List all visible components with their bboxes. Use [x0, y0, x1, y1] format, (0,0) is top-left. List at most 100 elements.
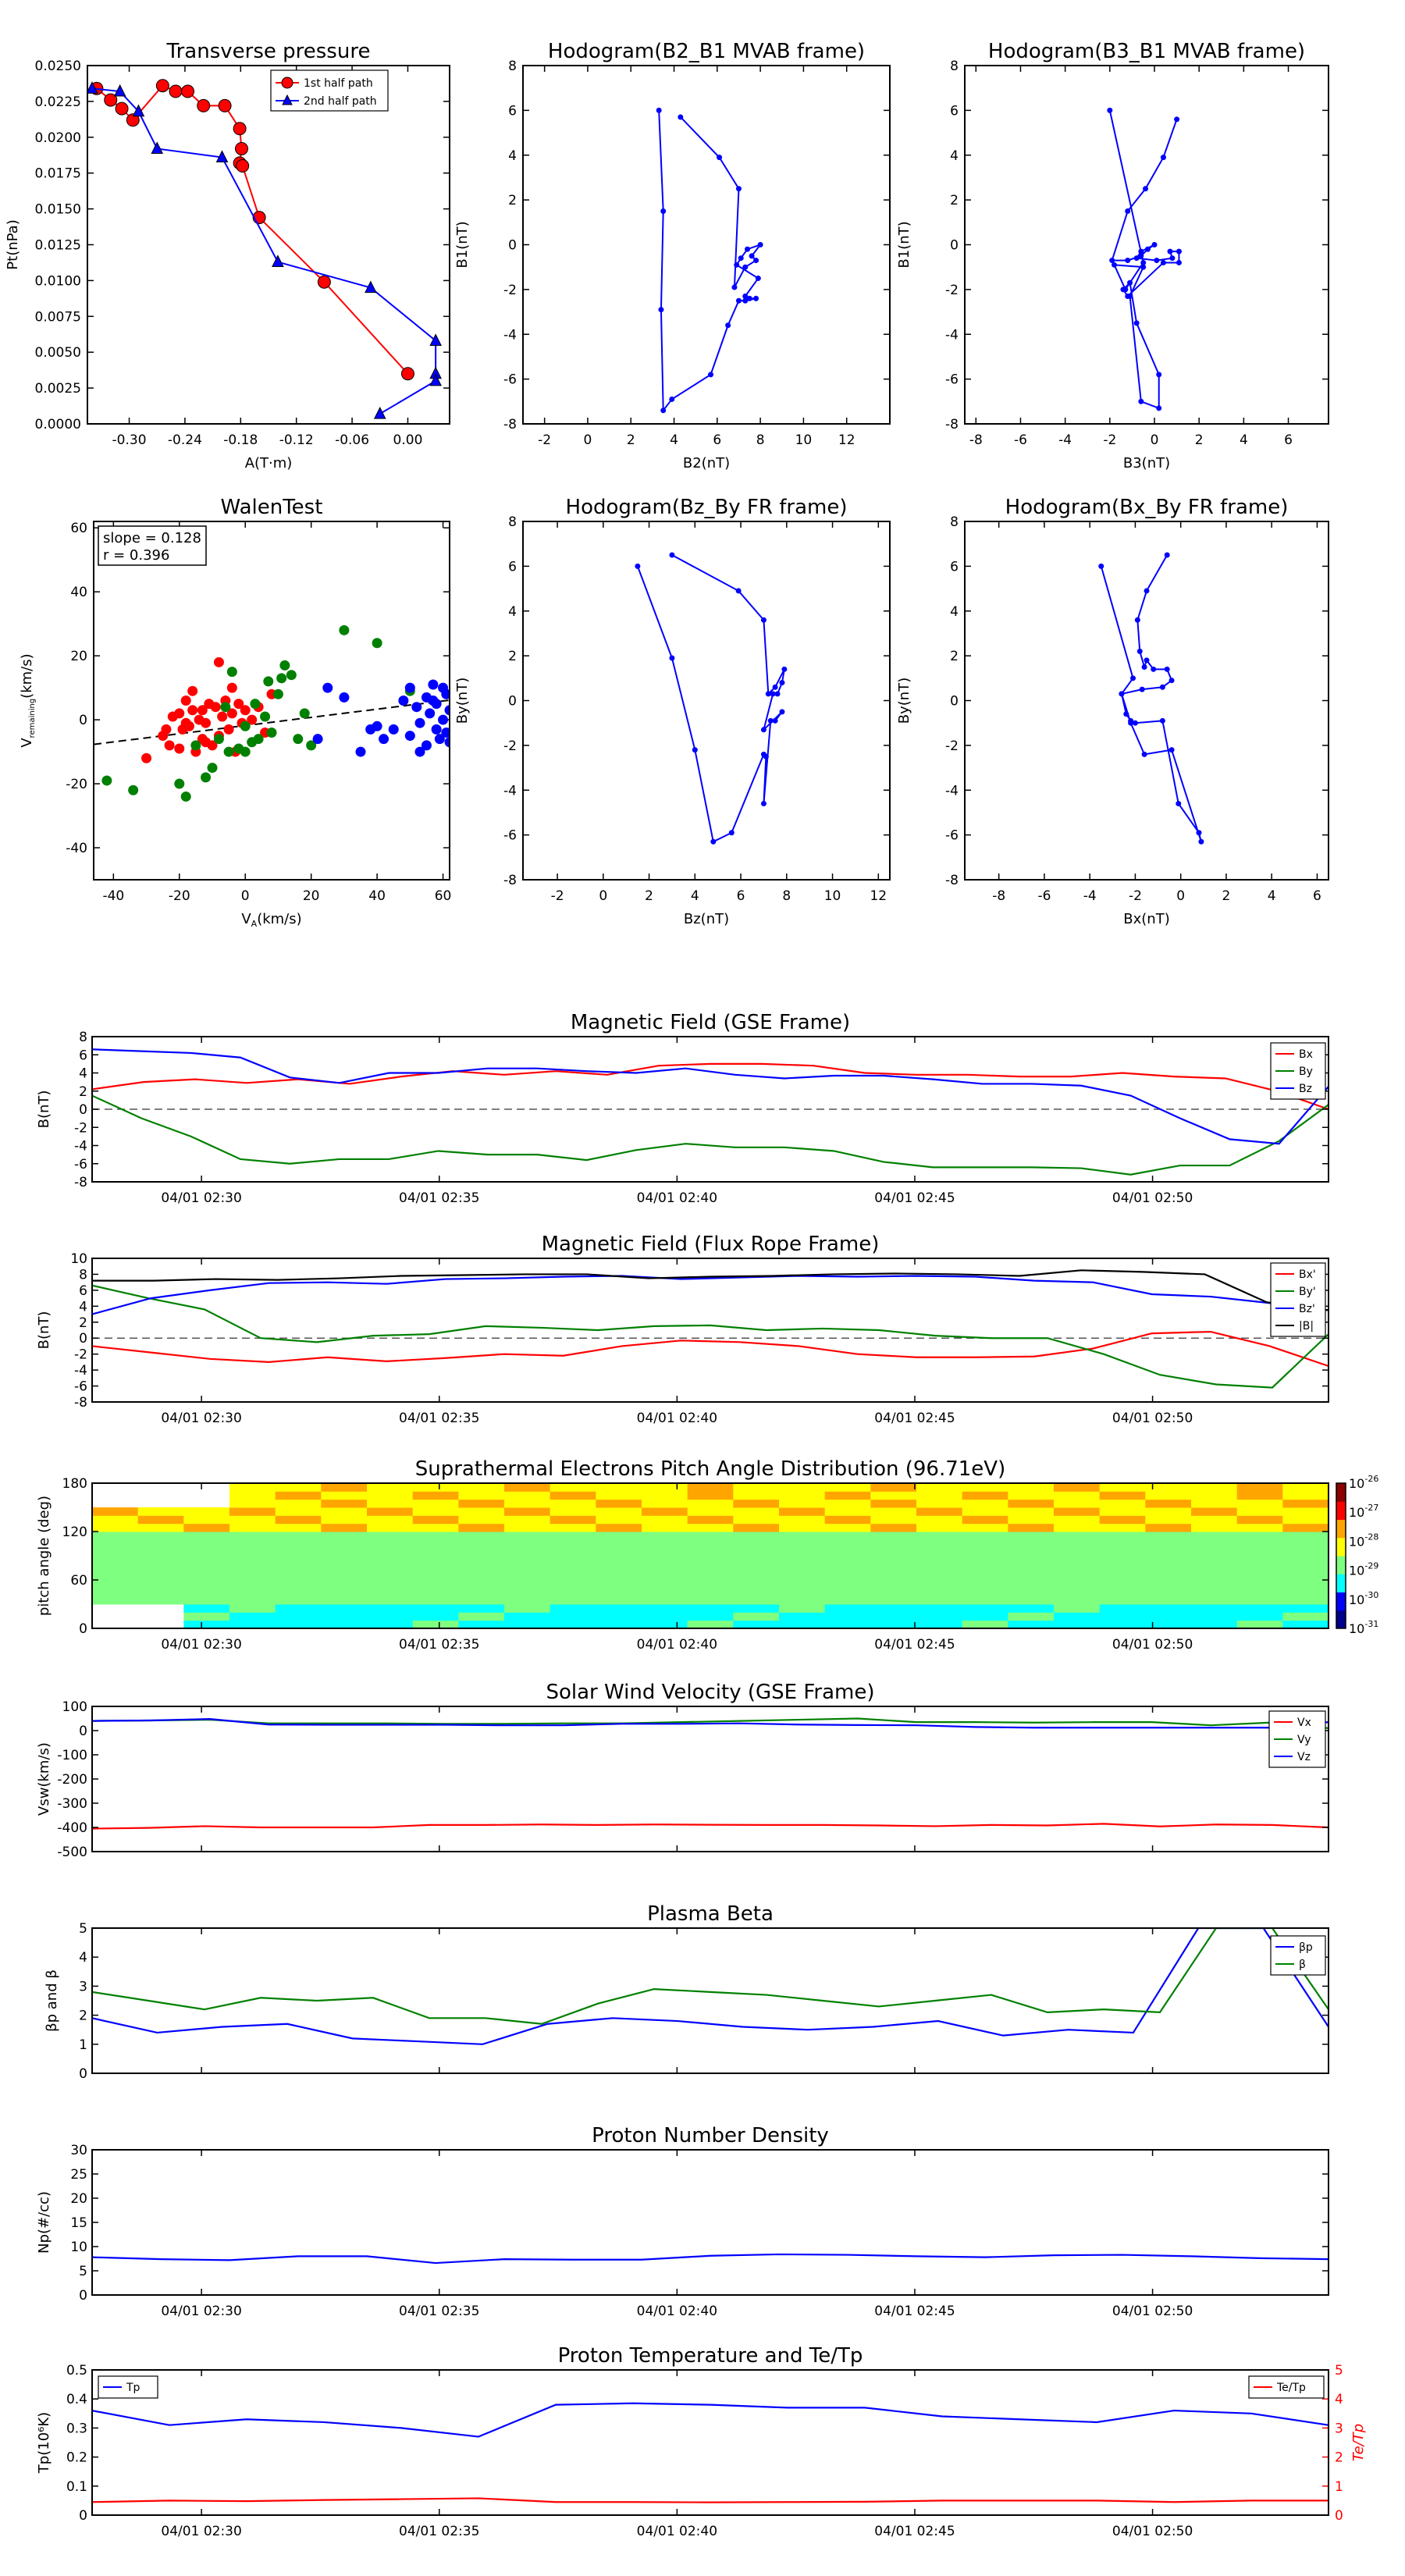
legend-label: Bz	[1299, 1083, 1312, 1095]
y2-tick-label: 1	[1335, 2479, 1343, 2495]
heatmap-cell	[1054, 1571, 1101, 1581]
series-line-Np	[92, 2253, 1329, 2265]
y-tick-label: 10	[70, 2240, 87, 2255]
heatmap-cell	[1191, 1571, 1238, 1581]
heatmap-cell	[733, 1556, 780, 1564]
data-point	[742, 264, 749, 270]
heatmap-cell	[504, 1556, 551, 1564]
axes-frame	[964, 521, 1329, 881]
heatmap-cell	[1099, 1491, 1146, 1500]
y-tick-label: 0.0225	[35, 94, 81, 110]
heatmap-cell	[1054, 1483, 1101, 1492]
heatmap-cell	[1191, 1532, 1238, 1540]
heatmap-cell	[550, 1491, 596, 1500]
data-point	[1160, 259, 1166, 265]
data-point	[240, 720, 251, 731]
heatmap-cell	[824, 1483, 871, 1492]
colorbar-exp: -31	[1364, 1619, 1378, 1629]
y-tick-label: 0.0175	[35, 166, 81, 182]
heatmap-cell	[504, 1483, 551, 1492]
legend-label: Vx	[1297, 1717, 1311, 1729]
heatmap-cell	[412, 1483, 459, 1492]
heatmap-cell	[504, 1532, 551, 1540]
data-point	[1132, 720, 1138, 726]
x-tick-label: 04/01 02:35	[399, 1411, 479, 1426]
legend-label: |B|	[1299, 1320, 1314, 1332]
data-point	[306, 740, 317, 751]
heatmap-cell	[183, 1507, 230, 1516]
heatmap-cell	[916, 1515, 963, 1525]
x-tick-label: 04/01 02:40	[637, 1190, 717, 1206]
y-tick-label: -6	[74, 1157, 87, 1172]
heatmap-cell	[137, 1588, 184, 1597]
heatmap-cell	[1008, 1515, 1055, 1525]
heatmap-cell	[916, 1491, 963, 1500]
heatmap-cell	[733, 1564, 780, 1573]
data-point	[1122, 286, 1129, 293]
data-point	[365, 280, 377, 294]
heatmap-cell	[870, 1491, 917, 1500]
fit-line	[94, 699, 450, 745]
y-tick-label: 0	[79, 1724, 87, 1739]
y-tick-label: -2	[945, 283, 959, 298]
y-tick-label: 8	[950, 514, 959, 530]
data-point	[421, 740, 432, 751]
heatmap-cell	[733, 1547, 780, 1557]
y-tick-label: -500	[57, 1845, 87, 1860]
chart-title: Proton Temperature and Te/Tp	[558, 2344, 863, 2368]
heatmap-cell	[1054, 1491, 1101, 1500]
data-point	[141, 753, 152, 763]
heatmap-cell	[1099, 1588, 1146, 1597]
y-tick-label: 0.0250	[35, 59, 81, 74]
plot-area	[92, 1483, 1329, 1628]
y-tick-label: -300	[57, 1796, 87, 1812]
heatmap-cell	[1145, 1564, 1192, 1573]
data-point	[276, 673, 287, 684]
heatmap-cell	[733, 1539, 780, 1549]
y-tick-label: -400	[57, 1820, 87, 1836]
heatmap-cell	[1191, 1547, 1238, 1557]
heatmap-cell	[1099, 1596, 1146, 1605]
series-line-βp	[92, 1928, 1329, 2045]
heatmap-cell	[183, 1612, 230, 1621]
heatmap-cell	[367, 1612, 414, 1621]
heatmap-cell	[550, 1523, 596, 1532]
heatmap-cell	[275, 1523, 322, 1532]
series-line-B3_B1	[1108, 110, 1180, 410]
heatmap-cell	[733, 1596, 780, 1605]
heatmap-cell	[321, 1539, 368, 1549]
x-tick-label: 04/01 02:45	[874, 1190, 955, 1206]
heatmap-cell	[779, 1515, 826, 1525]
x-tick-label: 40	[368, 888, 386, 904]
x-tick-label: 6	[1284, 432, 1293, 448]
y-axis-label-rest: (km/s)	[19, 653, 35, 698]
axes-frame	[91, 1036, 1329, 1183]
y-tick-label: 60	[70, 521, 87, 536]
x-tick-label: 04/01 02:40	[637, 1637, 717, 1653]
data-point	[1107, 107, 1113, 113]
heatmap-cell	[733, 1612, 780, 1621]
heatmap-cell	[1008, 1499, 1055, 1508]
plot-area	[92, 2402, 1329, 2503]
colorbar-label: 10-28	[1349, 1532, 1378, 1549]
heatmap-cell	[412, 1491, 459, 1500]
x-tick-label: 04/01 02:30	[161, 2304, 241, 2319]
data-point	[201, 772, 212, 783]
heatmap-cell	[1282, 1532, 1329, 1540]
heatmap-cell	[412, 1571, 459, 1581]
heatmap-cell	[92, 1556, 139, 1564]
heatmap-cell	[916, 1604, 963, 1613]
series-line-|B|	[92, 1269, 1329, 1311]
heatmap-cell	[733, 1507, 780, 1516]
data-point	[669, 396, 675, 402]
y-axis-label: pitch angle (deg)	[36, 1496, 52, 1616]
y-tick-label: 2	[508, 649, 517, 664]
y-tick-label: 8	[508, 514, 517, 530]
heatmap-cell	[367, 1507, 414, 1516]
heatmap-cell	[779, 1507, 826, 1516]
data-point	[1176, 259, 1182, 265]
heatmap-cell	[550, 1564, 596, 1573]
heatmap-cell	[1236, 1571, 1283, 1581]
data-point	[1139, 686, 1145, 692]
heatmap-cell	[1191, 1539, 1238, 1549]
